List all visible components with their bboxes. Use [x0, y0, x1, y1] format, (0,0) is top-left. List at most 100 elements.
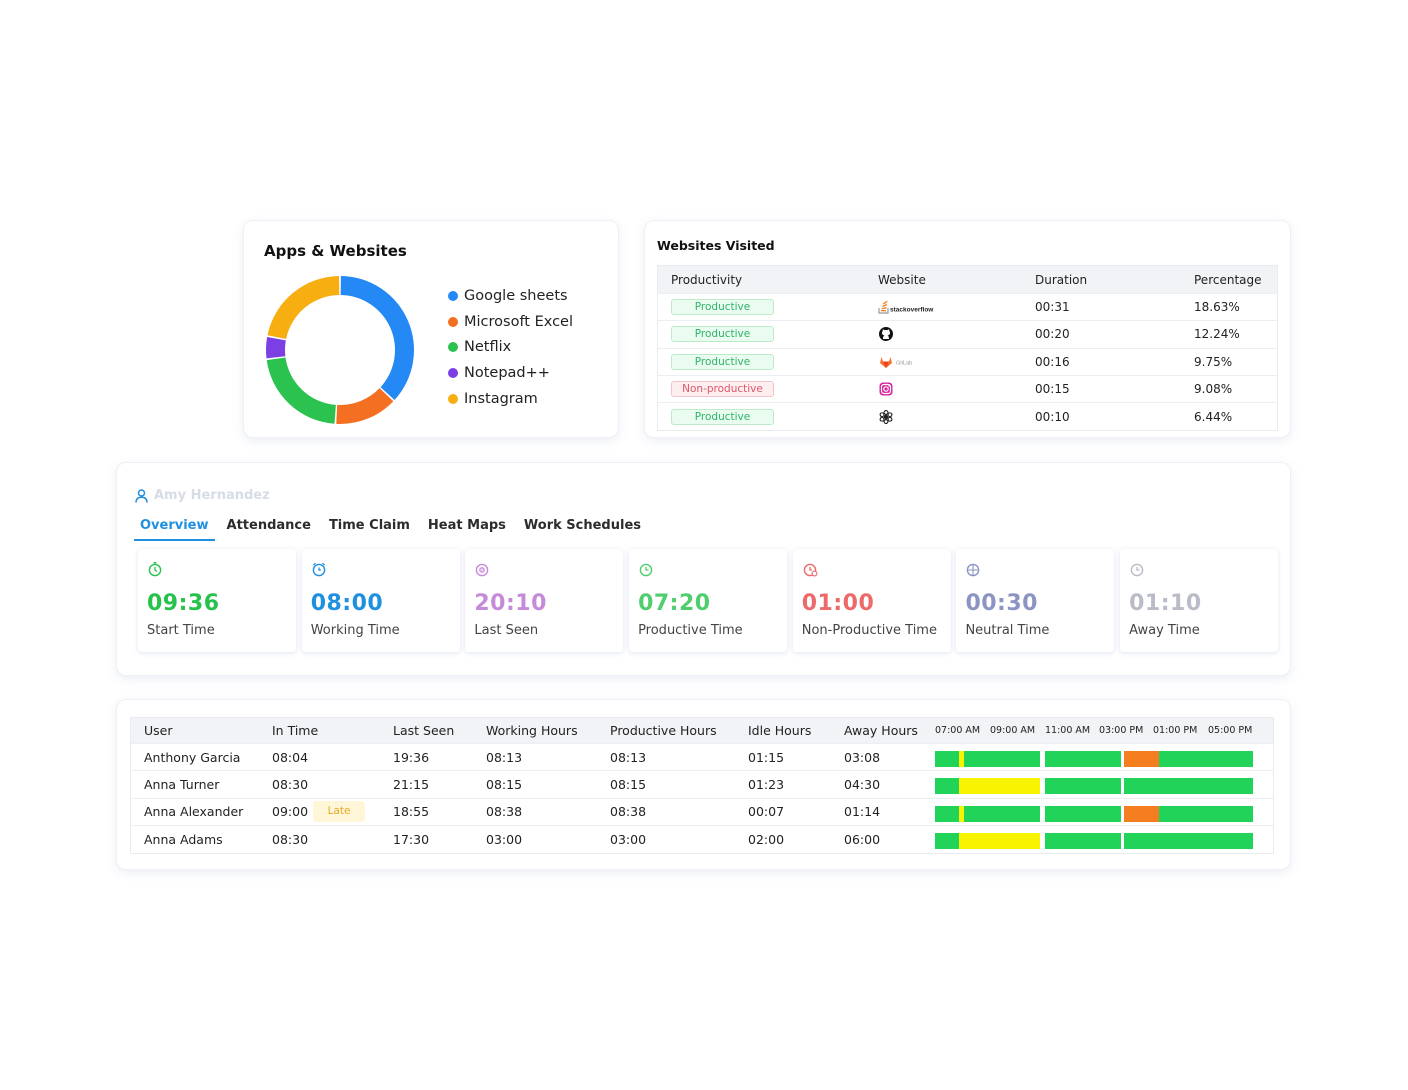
productive-hours-cell: 08:38: [610, 804, 647, 820]
tab-work-schedules[interactable]: Work Schedules: [523, 518, 641, 533]
instagram-icon: [878, 381, 894, 397]
website-cell: GitLab: [878, 349, 923, 375]
header-idle-hours: Idle Hours: [748, 723, 812, 738]
kpi-label: Neutral Time: [965, 623, 1050, 638]
percentage-cell: 9.75%: [1194, 354, 1233, 369]
donut-slice-instagram[interactable]: [267, 276, 340, 340]
idle-hours-cell: 00:07: [748, 804, 785, 820]
website-row[interactable]: Non-productive 00:15 9.08%: [658, 376, 1277, 404]
timeline-cell: [927, 744, 1269, 770]
away-hours-cell: 03:08: [844, 749, 881, 765]
percentage-cell: 6.44%: [1194, 409, 1233, 424]
legend-item[interactable]: Notepad++: [448, 360, 573, 386]
timeline-segment-green: [1044, 778, 1122, 795]
header-website: Website: [878, 272, 926, 287]
legend-item[interactable]: Google sheets: [448, 283, 573, 309]
user-cell: Anna Adams: [144, 832, 223, 848]
percentage-cell: 18.63%: [1194, 300, 1240, 315]
kpi-label: Away Time: [1129, 623, 1200, 638]
legend-label: Netflix: [464, 339, 512, 356]
productivity-badge: Productive: [671, 326, 774, 343]
legend-item[interactable]: Netflix: [448, 334, 573, 360]
tab-attendance[interactable]: Attendance: [226, 518, 311, 533]
donut-slice-google-sheets[interactable]: [340, 276, 414, 401]
in-time-value: 08:04: [272, 749, 309, 765]
websites-table-header: Productivity Website Duration Percentage: [658, 266, 1277, 294]
header-in-time: In Time: [272, 723, 319, 738]
legend-item[interactable]: Instagram: [448, 386, 573, 412]
attendance-row[interactable]: Anna Alexander 09:00 Late 18:55 08:38 08:38 00…: [131, 799, 1273, 826]
legend-dot-icon: [448, 316, 458, 327]
website-cell: stackoverflow: [878, 294, 938, 320]
attendance-row[interactable]: Anna Adams 08:30 17:30 03:00 03:00 02:00 06:00: [131, 826, 1273, 853]
kpi-value: 08:00: [310, 591, 384, 616]
kpi-start-time[interactable]: 09:36 Start Time: [138, 549, 296, 652]
activity-timeline[interactable]: [935, 778, 1253, 795]
working-hours-cell: 08:15: [486, 776, 523, 792]
donut-slice-netflix[interactable]: [266, 357, 336, 424]
duration-cell: 00:16: [1035, 354, 1070, 369]
working-hours-cell: 08:13: [486, 749, 523, 765]
working-hours-cell: 08:38: [486, 804, 523, 820]
user-cell: Anna Alexander: [144, 804, 244, 820]
tab-overview[interactable]: Overview: [134, 515, 215, 541]
kpi-value: 00:30: [965, 591, 1038, 616]
timeline-segment-green: [1044, 751, 1122, 767]
github-icon: [878, 326, 894, 342]
header-working-hours: Working Hours: [486, 723, 578, 738]
attendance-row[interactable]: Anna Turner 08:30 21:15 08:15 08:15 01:23 04:3…: [131, 771, 1273, 799]
websites-visited-card: Websites Visited Productivity Website Du…: [644, 220, 1291, 438]
idle-hours-cell: 01:15: [748, 749, 785, 765]
apps-websites-card: Apps & Websites Google sheets Microsoft E…: [243, 220, 619, 438]
timeline-segment-yellow: [958, 751, 964, 767]
eye-icon: [476, 563, 489, 577]
timeline-tick: 01:00 PM: [1153, 725, 1198, 736]
duration-cell: 00:15: [1035, 382, 1070, 397]
productivity-cell: Productive: [671, 349, 774, 375]
timeline-segment-green: [935, 832, 959, 849]
attendance-card: User In Time Last Seen Working Hours Pro…: [116, 699, 1291, 870]
website-row[interactable]: Productive 00:20 12.24%: [658, 321, 1277, 349]
productive-clock-icon: [639, 563, 653, 577]
percentage-cell: 12.24%: [1194, 327, 1240, 342]
idle-hours-cell: 01:23: [748, 776, 785, 792]
header-percentage: Percentage: [1194, 272, 1262, 287]
kpi-non-productive-time[interactable]: 01:00 Non-Productive Time: [792, 549, 951, 652]
timeline-tick: 05:00 PM: [1208, 725, 1253, 736]
openai-icon: [878, 409, 894, 425]
tab-heat-maps[interactable]: Heat Maps: [427, 518, 506, 533]
websites-visited-title: Websites Visited: [657, 238, 775, 253]
website-row[interactable]: Productive 00:10 6.44%: [658, 403, 1277, 430]
in-time-cell: 08:30: [272, 826, 308, 853]
non-productive-clock-icon: [803, 563, 818, 577]
timeline-cell: [927, 826, 1269, 853]
activity-timeline[interactable]: [935, 751, 1253, 767]
kpi-label: Non-Productive Time: [801, 623, 937, 638]
productivity-cell: Non-productive: [671, 376, 774, 402]
idle-hours-cell: 02:00: [748, 832, 785, 848]
kpi-away-time[interactable]: 01:10 Away Time: [1120, 549, 1279, 652]
productivity-badge: Productive: [671, 408, 774, 425]
in-time-cell: 09:00 Late: [272, 799, 366, 825]
legend-dot-icon: [448, 290, 458, 301]
timeline-segment-orange: [1124, 751, 1160, 767]
gitlab-icon: GitLab: [878, 354, 923, 370]
duration-cell: 00:31: [1035, 300, 1070, 315]
kpi-last-seen[interactable]: 20:10 Last Seen: [465, 549, 624, 652]
kpi-neutral-time[interactable]: 00:30 Neutral Time: [956, 549, 1115, 652]
activity-timeline[interactable]: [935, 805, 1253, 822]
donut-slice-notepad-[interactable]: [266, 337, 286, 359]
timeline-segment-green: [1124, 832, 1253, 849]
kpi-working-time[interactable]: 08:00 Working Time: [301, 549, 460, 652]
donut-slice-microsoft-excel[interactable]: [336, 388, 394, 424]
activity-timeline[interactable]: [935, 832, 1253, 849]
website-row[interactable]: Productive stackoverflow 00:31 18.63%: [658, 294, 1277, 322]
timeline-segment-green: [1159, 805, 1253, 822]
kpi-value: 20:10: [474, 591, 547, 616]
kpi-productive-time[interactable]: 07:20 Productive Time: [629, 549, 788, 652]
website-row[interactable]: Productive GitLab 00:16 9.75%: [658, 349, 1277, 376]
legend-item[interactable]: Microsoft Excel: [448, 309, 573, 335]
kpi-value: 01:10: [1129, 591, 1202, 616]
tab-time-claim[interactable]: Time Claim: [328, 518, 410, 533]
attendance-row[interactable]: Anthony Garcia 08:04 19:36 08:13 08:13 01:15 0…: [131, 744, 1273, 772]
